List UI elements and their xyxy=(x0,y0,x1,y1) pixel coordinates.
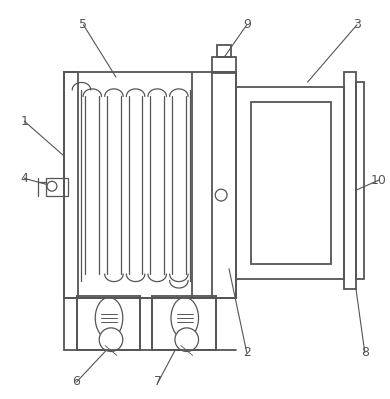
Text: 8: 8 xyxy=(361,346,369,359)
Circle shape xyxy=(47,181,57,191)
Bar xyxy=(152,296,216,350)
Bar xyxy=(356,82,364,279)
Text: 7: 7 xyxy=(154,375,162,389)
Text: 9: 9 xyxy=(243,18,251,32)
Bar xyxy=(251,102,332,264)
Circle shape xyxy=(175,328,199,352)
Bar xyxy=(212,72,236,298)
Bar xyxy=(76,296,140,350)
Circle shape xyxy=(215,189,227,201)
Bar xyxy=(46,178,68,196)
Ellipse shape xyxy=(171,297,199,339)
Text: 6: 6 xyxy=(73,375,80,389)
Bar xyxy=(344,72,356,288)
Text: 10: 10 xyxy=(370,174,386,187)
Bar xyxy=(212,57,236,73)
Text: 2: 2 xyxy=(243,346,251,359)
Bar xyxy=(64,72,236,298)
Text: 1: 1 xyxy=(21,115,28,128)
Bar xyxy=(236,87,344,279)
Circle shape xyxy=(99,328,123,352)
Bar xyxy=(217,45,231,57)
Text: 3: 3 xyxy=(353,18,361,32)
Text: 5: 5 xyxy=(80,18,87,32)
Ellipse shape xyxy=(95,297,123,339)
Text: 4: 4 xyxy=(21,172,28,185)
Bar xyxy=(64,72,78,298)
